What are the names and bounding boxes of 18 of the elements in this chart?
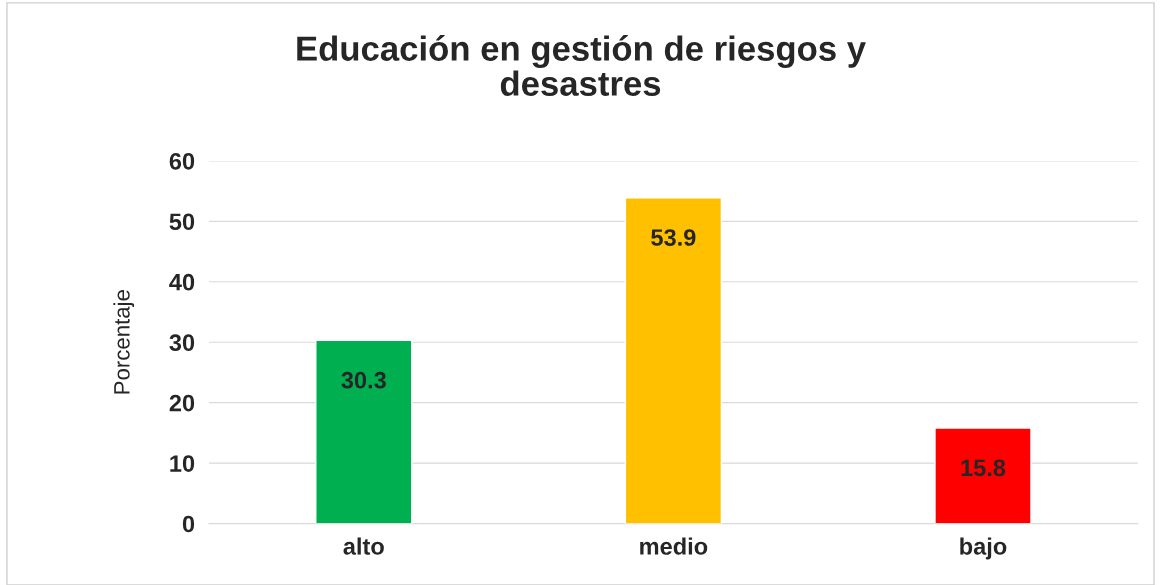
data-label: 15.8 — [961, 459, 1006, 477]
data-label: 30.3 — [341, 371, 386, 389]
x-tick-label: bajo — [960, 537, 1007, 560]
data-label: 53.9 — [651, 229, 696, 246]
bar — [315, 339, 413, 524]
y-tick-label: 0 — [182, 515, 195, 533]
x-tick-label: alto — [343, 537, 384, 555]
y-tick-label: 10 — [170, 455, 195, 472]
chart-title: Educación en gestión de riesgos y desastres — [297, 35, 866, 96]
x-tick-label: medio — [640, 537, 708, 555]
y-axis-title: Porcentaje — [113, 290, 135, 394]
bar — [624, 197, 723, 524]
y-tick-label: 50 — [169, 213, 195, 231]
y-tick-label: 40 — [169, 273, 195, 291]
y-tick-label: 20 — [169, 394, 195, 412]
bar — [934, 427, 1032, 524]
y-tick-label: 30 — [169, 334, 195, 352]
y-tick-label: 60 — [169, 152, 195, 170]
